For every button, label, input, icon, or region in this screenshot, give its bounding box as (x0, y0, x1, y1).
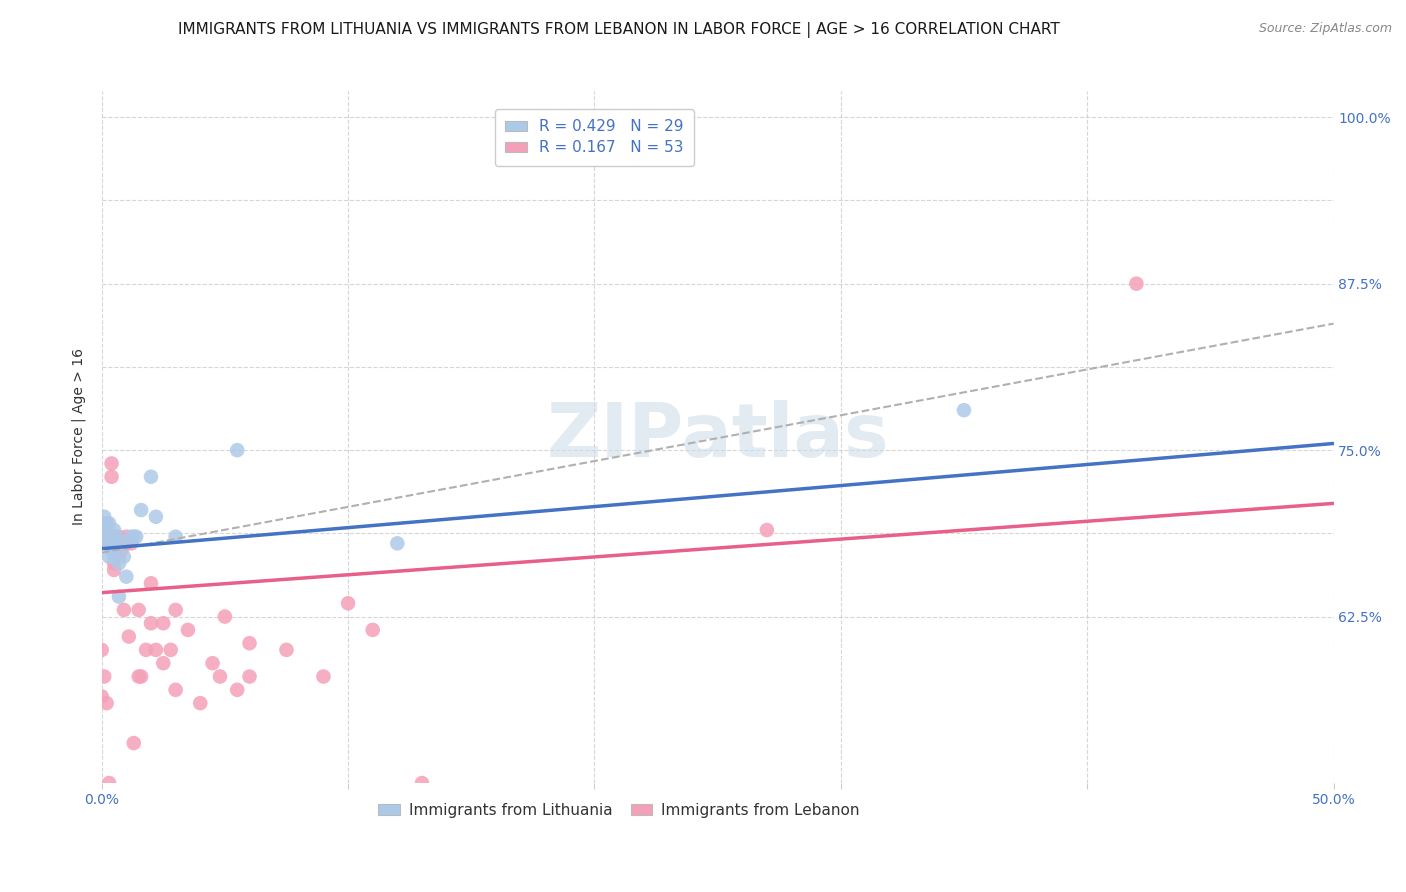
Point (103, 549, 125, 564)
Point (105, 530, 128, 544)
Point (108, 530, 131, 544)
Point (98, 530, 121, 544)
Point (953, 403, 976, 417)
Point (98, 536, 121, 550)
Legend: Immigrants from Lithuania, Immigrants from Lebanon: Immigrants from Lithuania, Immigrants fr… (373, 797, 866, 824)
Point (361, 623, 384, 637)
Point (100, 536, 122, 550)
Point (145, 509, 167, 524)
Point (125, 530, 148, 544)
Point (98, 776, 121, 790)
Point (98, 516, 121, 531)
Text: IMMIGRANTS FROM LITHUANIA VS IMMIGRANTS FROM LEBANON IN LABOR FORCE | AGE > 16 C: IMMIGRANTS FROM LITHUANIA VS IMMIGRANTS … (177, 22, 1060, 38)
Point (96, 536, 118, 550)
Point (96, 696, 118, 710)
Point (139, 576, 162, 591)
Point (208, 669, 231, 683)
Point (105, 549, 128, 564)
Point (152, 656, 174, 670)
Point (145, 643, 167, 657)
Point (226, 682, 249, 697)
Point (411, 776, 433, 790)
Point (96, 530, 118, 544)
Point (128, 669, 150, 683)
Point (188, 696, 211, 710)
Point (110, 543, 132, 558)
Point (93, 509, 115, 524)
Point (165, 530, 187, 544)
Point (120, 530, 142, 544)
Point (139, 616, 162, 631)
Point (93, 530, 115, 544)
Point (103, 563, 125, 577)
Point (118, 630, 141, 644)
Point (139, 469, 162, 483)
Point (276, 643, 298, 657)
Y-axis label: In Labor Force | Age > 16: In Labor Force | Age > 16 (72, 348, 86, 525)
Point (159, 643, 181, 657)
Point (105, 530, 128, 544)
Point (120, 536, 142, 550)
Point (201, 656, 224, 670)
Point (90, 530, 112, 544)
Point (100, 469, 122, 483)
Point (98, 530, 121, 544)
Point (387, 536, 409, 550)
Text: ZIPatlas: ZIPatlas (547, 401, 889, 474)
Text: Source: ZipAtlas.com: Source: ZipAtlas.com (1258, 22, 1392, 36)
Point (90, 690, 112, 704)
Point (1125, 277, 1147, 291)
Point (112, 603, 135, 617)
Point (165, 603, 187, 617)
Point (108, 549, 131, 564)
Point (108, 557, 131, 571)
Point (238, 636, 260, 650)
Point (129, 503, 152, 517)
Point (112, 549, 135, 564)
Point (96, 516, 118, 531)
Point (110, 536, 132, 550)
Point (93, 516, 115, 531)
Point (135, 643, 157, 657)
Point (115, 530, 138, 544)
Point (100, 543, 122, 558)
Point (103, 557, 125, 571)
Point (96, 536, 118, 550)
Point (122, 736, 145, 750)
Point (755, 523, 778, 537)
Point (100, 457, 122, 471)
Point (226, 443, 249, 458)
Point (128, 603, 150, 617)
Point (103, 530, 125, 544)
Point (98, 549, 121, 564)
Point (177, 623, 200, 637)
Point (103, 523, 125, 537)
Point (129, 669, 152, 683)
Point (152, 616, 174, 631)
Point (122, 530, 145, 544)
Point (337, 596, 360, 610)
Point (214, 609, 236, 624)
Point (165, 682, 187, 697)
Point (312, 669, 335, 683)
Point (115, 536, 138, 550)
Point (93, 669, 115, 683)
Point (108, 590, 131, 604)
Point (238, 669, 260, 683)
Point (96, 516, 118, 531)
Point (115, 569, 138, 583)
Point (90, 643, 112, 657)
